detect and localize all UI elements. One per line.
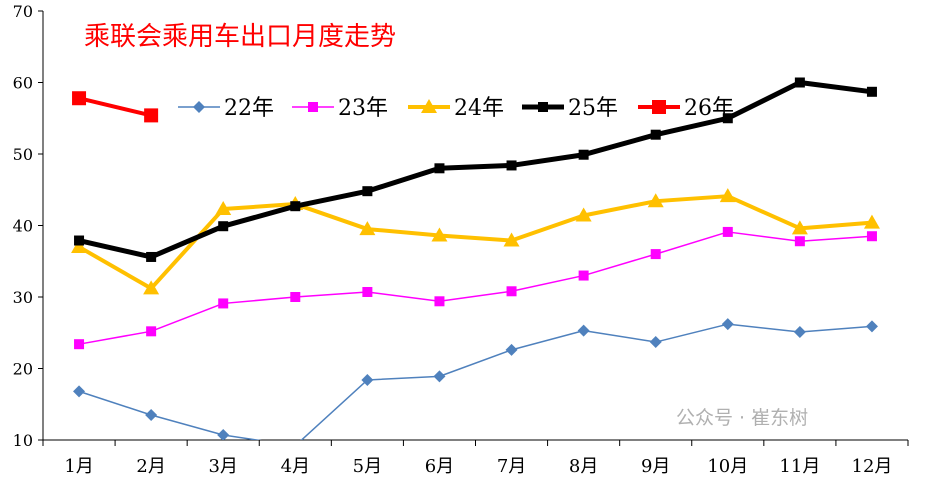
data-point (721, 318, 734, 331)
legend-item: 22年 (178, 96, 274, 121)
data-point (361, 373, 374, 386)
data-point (538, 102, 548, 112)
data-point (722, 226, 733, 237)
x-tick-label: 11月 (779, 456, 820, 477)
data-point (71, 238, 88, 253)
x-tick-label: 2月 (136, 456, 165, 477)
data-point (652, 100, 666, 114)
data-point (431, 227, 448, 242)
data-point (290, 292, 301, 302)
data-point (144, 108, 159, 123)
x-tick-label: 5月 (353, 456, 382, 477)
data-point (218, 221, 229, 232)
data-point (434, 163, 445, 174)
data-point (146, 326, 157, 337)
data-point (863, 214, 880, 229)
data-point (434, 296, 445, 307)
legend-item: 26年 (638, 96, 734, 121)
x-tick-label: 7月 (497, 456, 526, 477)
series-23年 (74, 226, 877, 350)
data-point (74, 339, 85, 350)
data-point (575, 207, 592, 222)
y-tick-label: 60 (13, 74, 33, 93)
data-point (505, 343, 518, 356)
data-point (506, 286, 517, 297)
data-point (722, 113, 733, 124)
data-point (866, 86, 877, 97)
chart-title: 乘联会乘用车出口月度走势 (84, 22, 397, 52)
legend-item: 25年 (522, 96, 618, 121)
legend-label: 26年 (684, 96, 734, 121)
y-tick-label: 40 (13, 217, 33, 236)
data-point (421, 99, 437, 113)
series-line (78, 96, 152, 118)
x-tick-label: 9月 (641, 456, 670, 477)
data-point (308, 102, 318, 112)
x-tick-label: 8月 (569, 456, 598, 477)
series-line (78, 80, 873, 260)
series-24年 (71, 188, 880, 295)
data-point (647, 193, 664, 208)
data-point (578, 270, 589, 281)
legend-label: 24年 (454, 96, 504, 121)
data-point (218, 298, 229, 309)
data-point (719, 188, 736, 203)
data-point (73, 385, 86, 398)
data-point (503, 232, 520, 247)
x-tick-label: 6月 (425, 456, 454, 477)
series-26年 (72, 91, 159, 123)
data-point (577, 324, 590, 337)
y-tick-label: 30 (13, 288, 33, 307)
x-tick-label: 1月 (64, 456, 93, 477)
data-point (74, 235, 85, 246)
series-line (78, 194, 873, 291)
data-point (193, 101, 205, 113)
data-point (362, 286, 373, 297)
data-point (362, 186, 373, 197)
data-point (506, 160, 517, 171)
data-point (143, 280, 160, 295)
series-line (78, 231, 873, 345)
data-point (359, 221, 376, 236)
data-point (649, 336, 662, 349)
series-22年 (73, 318, 878, 440)
series-25年 (74, 77, 877, 262)
x-tick-label: 3月 (208, 456, 237, 477)
y-tick-label: 70 (13, 2, 33, 21)
y-tick-label: 10 (13, 431, 33, 450)
data-point (215, 201, 232, 216)
data-point (578, 149, 589, 160)
data-point (794, 77, 805, 88)
data-point (794, 236, 805, 247)
legend-label: 23年 (338, 96, 388, 121)
data-point (865, 320, 878, 333)
data-point (650, 249, 661, 260)
data-point (290, 201, 301, 212)
data-point (145, 408, 158, 421)
watermark: 公众号 · 崔东树 (676, 407, 809, 429)
data-point (72, 91, 87, 106)
y-tick-label: 50 (13, 145, 33, 164)
legend-item: 24年 (408, 96, 504, 121)
y-tick-label: 20 (13, 360, 33, 379)
data-point (791, 220, 808, 235)
legend-label: 22年 (224, 96, 274, 121)
data-point (650, 129, 661, 140)
x-tick-label: 12月 (852, 456, 893, 477)
x-tick-label: 10月 (707, 456, 748, 477)
data-point (866, 231, 877, 242)
series-line (78, 323, 873, 440)
legend-label: 25年 (568, 96, 618, 121)
data-point (433, 370, 446, 383)
x-tick-label: 4月 (281, 456, 310, 477)
data-point (793, 326, 806, 339)
data-point (146, 251, 157, 262)
legend-item: 23年 (292, 96, 388, 121)
data-point (217, 428, 230, 440)
